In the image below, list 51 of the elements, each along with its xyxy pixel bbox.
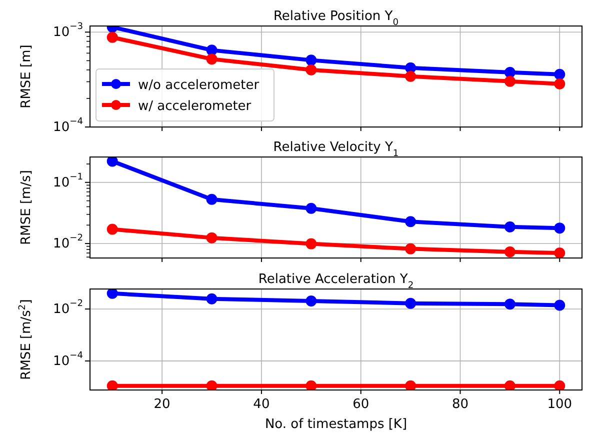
- point: [106, 32, 118, 43]
- legend-label: w/o accelerometer: [138, 78, 260, 93]
- point: [106, 380, 118, 390]
- point: [306, 64, 317, 76]
- y-axis-title: RMSE [m/s]: [19, 170, 34, 245]
- y-tick-label: 10$^{−4}$: [53, 117, 84, 134]
- chart-title: Relative Position Y$_{0}$: [273, 9, 399, 28]
- point: [504, 76, 516, 87]
- x-tick-label: 100: [547, 397, 572, 412]
- point: [306, 295, 317, 306]
- point: [554, 380, 566, 390]
- point: [554, 68, 566, 80]
- point: [206, 54, 218, 65]
- x-tick-label: 80: [452, 397, 469, 412]
- point: [206, 194, 218, 205]
- point: [405, 243, 416, 254]
- point: [554, 248, 566, 258]
- x-tick-label: 60: [352, 397, 370, 412]
- point: [405, 70, 416, 82]
- y-tick-label: 10$^{−3}$: [53, 22, 84, 40]
- point: [306, 380, 317, 390]
- point: [504, 380, 516, 390]
- point: [405, 216, 416, 228]
- point: [504, 221, 516, 232]
- point: [554, 222, 566, 234]
- y-tick-label: 10$^{−2}$: [53, 234, 83, 252]
- point: [405, 298, 416, 309]
- point: [554, 300, 566, 311]
- chart-title: Relative Acceleration Y$_{2}$: [258, 272, 414, 291]
- point: [106, 224, 118, 235]
- point: [206, 293, 218, 304]
- point: [405, 380, 416, 390]
- legend-label: w/ accelerometer: [138, 99, 252, 114]
- y-tick-label: 10$^{−1}$: [53, 172, 83, 190]
- x-axis-title: No. of timestamps [K]: [264, 417, 408, 432]
- point: [206, 232, 218, 244]
- y-axis-title: RMSE [m]: [19, 44, 34, 108]
- point: [554, 78, 566, 90]
- point: [504, 246, 516, 258]
- y-tick-label: 10$^{−2}$: [53, 299, 83, 317]
- point: [106, 157, 118, 167]
- point: [106, 289, 118, 299]
- x-tick-label: 20: [154, 397, 170, 412]
- point: [306, 202, 317, 214]
- y-tick-label: 10$^{−4}$: [53, 350, 84, 368]
- point: [306, 54, 317, 66]
- chart-title: Relative Velocity Y$_{1}$: [273, 140, 399, 159]
- point: [306, 238, 317, 250]
- point: [504, 298, 516, 310]
- point: [206, 380, 218, 390]
- x-tick-label: 40: [253, 397, 270, 412]
